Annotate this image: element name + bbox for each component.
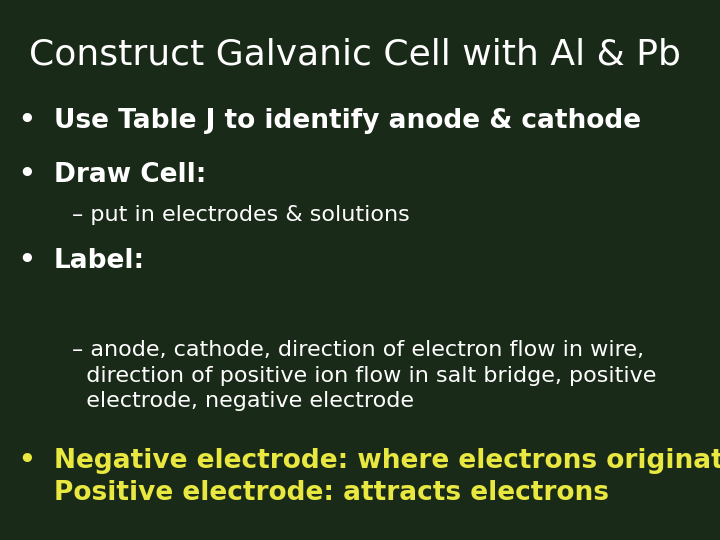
Text: Use Table J to identify anode & cathode: Use Table J to identify anode & cathode: [54, 108, 641, 134]
Text: Construct Galvanic Cell with Al & Pb: Construct Galvanic Cell with Al & Pb: [29, 38, 680, 72]
Text: – put in electrodes & solutions: – put in electrodes & solutions: [72, 205, 410, 225]
Text: Draw Cell:: Draw Cell:: [54, 162, 207, 188]
Text: Negative electrode: where electrons originate
Positive electrode: attracts elect: Negative electrode: where electrons orig…: [54, 448, 720, 506]
Text: •: •: [18, 162, 35, 188]
Text: •: •: [18, 248, 35, 274]
Text: •: •: [18, 448, 35, 474]
Text: •: •: [18, 108, 35, 134]
Text: Label:: Label:: [54, 248, 145, 274]
Text: – anode, cathode, direction of electron flow in wire,
  direction of positive io: – anode, cathode, direction of electron …: [72, 340, 657, 411]
